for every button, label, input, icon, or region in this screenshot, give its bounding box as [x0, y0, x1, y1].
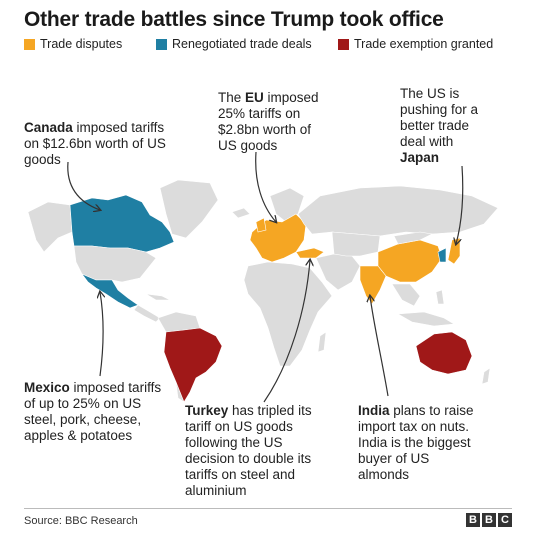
russia [297, 185, 499, 237]
arrow-india [370, 296, 389, 397]
china [377, 239, 443, 283]
korea [437, 247, 447, 263]
legend-label: Trade exemption granted [354, 37, 494, 51]
caribbean [145, 293, 171, 301]
arrow-eu [255, 151, 276, 222]
alaska [27, 201, 73, 253]
mongolia [393, 231, 433, 245]
arrow-turkey [263, 260, 310, 403]
annotation-japan: The US is pushing for a better trade dea… [400, 86, 479, 165]
south-america [163, 327, 223, 403]
arrow-canada [67, 161, 100, 210]
central-asia [331, 231, 381, 257]
africa [243, 261, 333, 367]
annotation-india: India plans to raise import tax on nuts.… [358, 403, 474, 482]
logo-letter: B [466, 513, 480, 527]
australia [415, 331, 473, 375]
legend-item-renegotiated: Renegotiated trade deals [156, 37, 312, 51]
greenland [159, 179, 219, 239]
turkey [295, 247, 325, 259]
southern-cone [175, 381, 185, 403]
source-note: Source: BBC Research [24, 515, 138, 527]
india [359, 265, 387, 305]
new-zealand [481, 367, 491, 385]
legend-label: Renegotiated trade deals [172, 37, 312, 51]
legend: Trade disputes Renegotiated trade deals … [0, 37, 536, 55]
madagascar [317, 331, 327, 353]
uk [255, 217, 267, 233]
annotation-turkey: Turkey has tripled its tariff on US good… [185, 403, 312, 498]
central-america [133, 304, 161, 323]
japan [447, 237, 461, 265]
mexico [81, 273, 139, 309]
legend-item-trade-disputes: Trade disputes [24, 37, 122, 51]
southeast-asia [391, 283, 421, 307]
annotation-mexico: Mexico imposed tariffs of up to 25% on U… [24, 380, 162, 443]
legend-swatch [24, 38, 35, 50]
footer-divider [24, 508, 512, 509]
arrow-mexico [100, 292, 103, 377]
annotation-canada: Canada imposed tariffs on $12.6bn worth … [24, 120, 166, 167]
legend-swatch [156, 38, 167, 50]
bbc-logo: B B C [466, 513, 512, 527]
arrow-japan [456, 165, 464, 244]
indonesia [397, 311, 455, 327]
map-title: Other trade battles since Trump took off… [24, 8, 444, 31]
legend-swatch [338, 38, 349, 50]
annotation-eu: The EU imposed 25% tariffs on $2.8bn wor… [218, 90, 319, 153]
iceland [231, 207, 251, 219]
legend-label: Trade disputes [40, 37, 123, 51]
canada [69, 194, 175, 253]
logo-letter: B [482, 513, 496, 527]
legend-item-exemption: Trade exemption granted [338, 37, 493, 51]
philippines [435, 289, 445, 305]
logo-letter: C [498, 513, 512, 527]
